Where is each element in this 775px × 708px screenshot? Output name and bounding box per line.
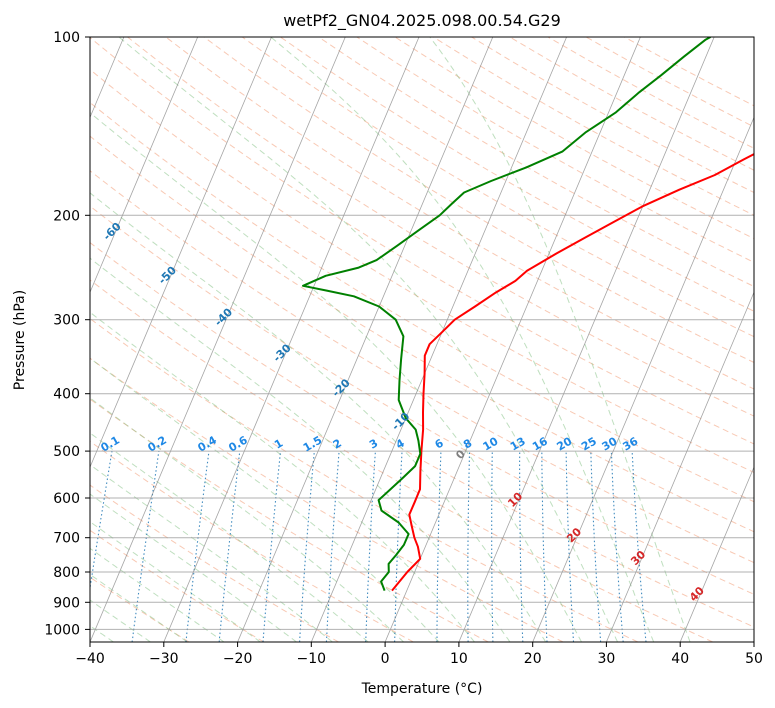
x-axis-ticks: −40 −30 −20 −10 0 10 20 30 40 50 [75, 642, 763, 667]
dry-adiabat-line [90, 529, 265, 642]
moist-adiabat-line [90, 573, 188, 642]
dry-adiabat-line [90, 37, 754, 445]
plot-frame [89, 36, 755, 643]
isotherm-line [606, 291, 754, 642]
x-tick-label: 20 [524, 651, 542, 667]
temperature-profile-line [391, 152, 754, 592]
isotherm-line [458, 37, 715, 642]
dry-adiabat-line [127, 37, 754, 417]
x-tick-label: −40 [75, 651, 105, 667]
moist-adiabat-line [90, 493, 297, 642]
isotherm-line [679, 466, 754, 642]
isotherm-line [163, 37, 420, 642]
thermodynamic-background-lines [90, 37, 754, 642]
x-axis-label: Temperature (°C) [361, 681, 483, 697]
x-tick-label: 10 [450, 651, 468, 667]
moist-adiabat-line [90, 464, 333, 642]
mixing-ratio-line [218, 451, 241, 642]
dry-adiabat-line [90, 101, 754, 503]
moist-adiabat-line [90, 397, 404, 642]
dry-adiabat-line [90, 279, 713, 642]
mixing-ratio-line [185, 451, 210, 642]
dry-adiabat-line [90, 398, 489, 642]
y-axis-ticks: 100 200 300 400 500 600 700 800 900 1000 [44, 30, 90, 638]
dry-adiabat-line [241, 37, 754, 338]
dry-adiabat-line [90, 135, 754, 533]
y-tick-label: 900 [53, 595, 80, 611]
dry-adiabat-line [90, 205, 754, 595]
dry-adiabat-line [90, 317, 639, 642]
grid-lines [90, 37, 754, 642]
isotherm-line [90, 37, 199, 294]
dry-adiabat-line [90, 242, 754, 628]
moist-adiabat-line [90, 521, 261, 642]
isotherm-line [237, 37, 494, 642]
dry-adiabat-line [203, 37, 754, 364]
isotherm-line [90, 37, 346, 642]
y-tick-label: 100 [53, 30, 80, 46]
isotherm-line [310, 37, 567, 642]
moist-adiabat-line [429, 37, 691, 642]
moist-adiabat-line [90, 357, 440, 642]
dry-adiabat-line [90, 357, 564, 642]
mixing-ratio-line [90, 451, 113, 592]
y-tick-label: 1000 [44, 622, 80, 638]
y-tick-label: 200 [53, 208, 80, 224]
x-tick-label: −20 [223, 651, 253, 667]
y-tick-label: 600 [53, 491, 80, 507]
mixing-ratio-line [631, 451, 647, 642]
moist-adiabat-line [118, 37, 618, 642]
mixing-ratio-line [262, 451, 282, 642]
dry-adiabat-line [90, 170, 754, 564]
moist-adiabat-line [90, 432, 369, 642]
dewpoint-profile-line [302, 37, 711, 591]
x-tick-label: 30 [597, 651, 615, 667]
y-tick-label: 700 [53, 531, 80, 547]
x-tick-label: −30 [149, 651, 179, 667]
y-tick-label: 500 [53, 444, 80, 460]
x-tick-label: 40 [671, 651, 689, 667]
x-tick-label: 50 [745, 651, 763, 667]
y-axis-label: Pressure (hPa) [12, 290, 28, 390]
x-tick-label: −10 [297, 651, 327, 667]
chart-title: wetPf2_GN04.2025.098.00.54.G29 [283, 11, 561, 31]
moist-adiabat-line [90, 547, 225, 642]
mixing-ratio-line [299, 451, 315, 642]
y-tick-label: 300 [53, 313, 80, 329]
dry-adiabat-line [90, 68, 754, 473]
dry-adiabat-line [90, 484, 339, 642]
moist-adiabat-line [270, 37, 655, 642]
y-tick-label: 400 [53, 387, 80, 403]
moist-adiabat-line [90, 257, 511, 642]
isotherm-line [90, 37, 272, 469]
moist-adiabat-line [90, 192, 547, 642]
moist-adiabat-line [90, 311, 475, 642]
isotherm-line [532, 116, 754, 642]
y-tick-label: 800 [53, 565, 80, 581]
isotherm-line [384, 37, 641, 642]
profile-lines [302, 37, 754, 592]
x-tick-label: 0 [381, 651, 390, 667]
